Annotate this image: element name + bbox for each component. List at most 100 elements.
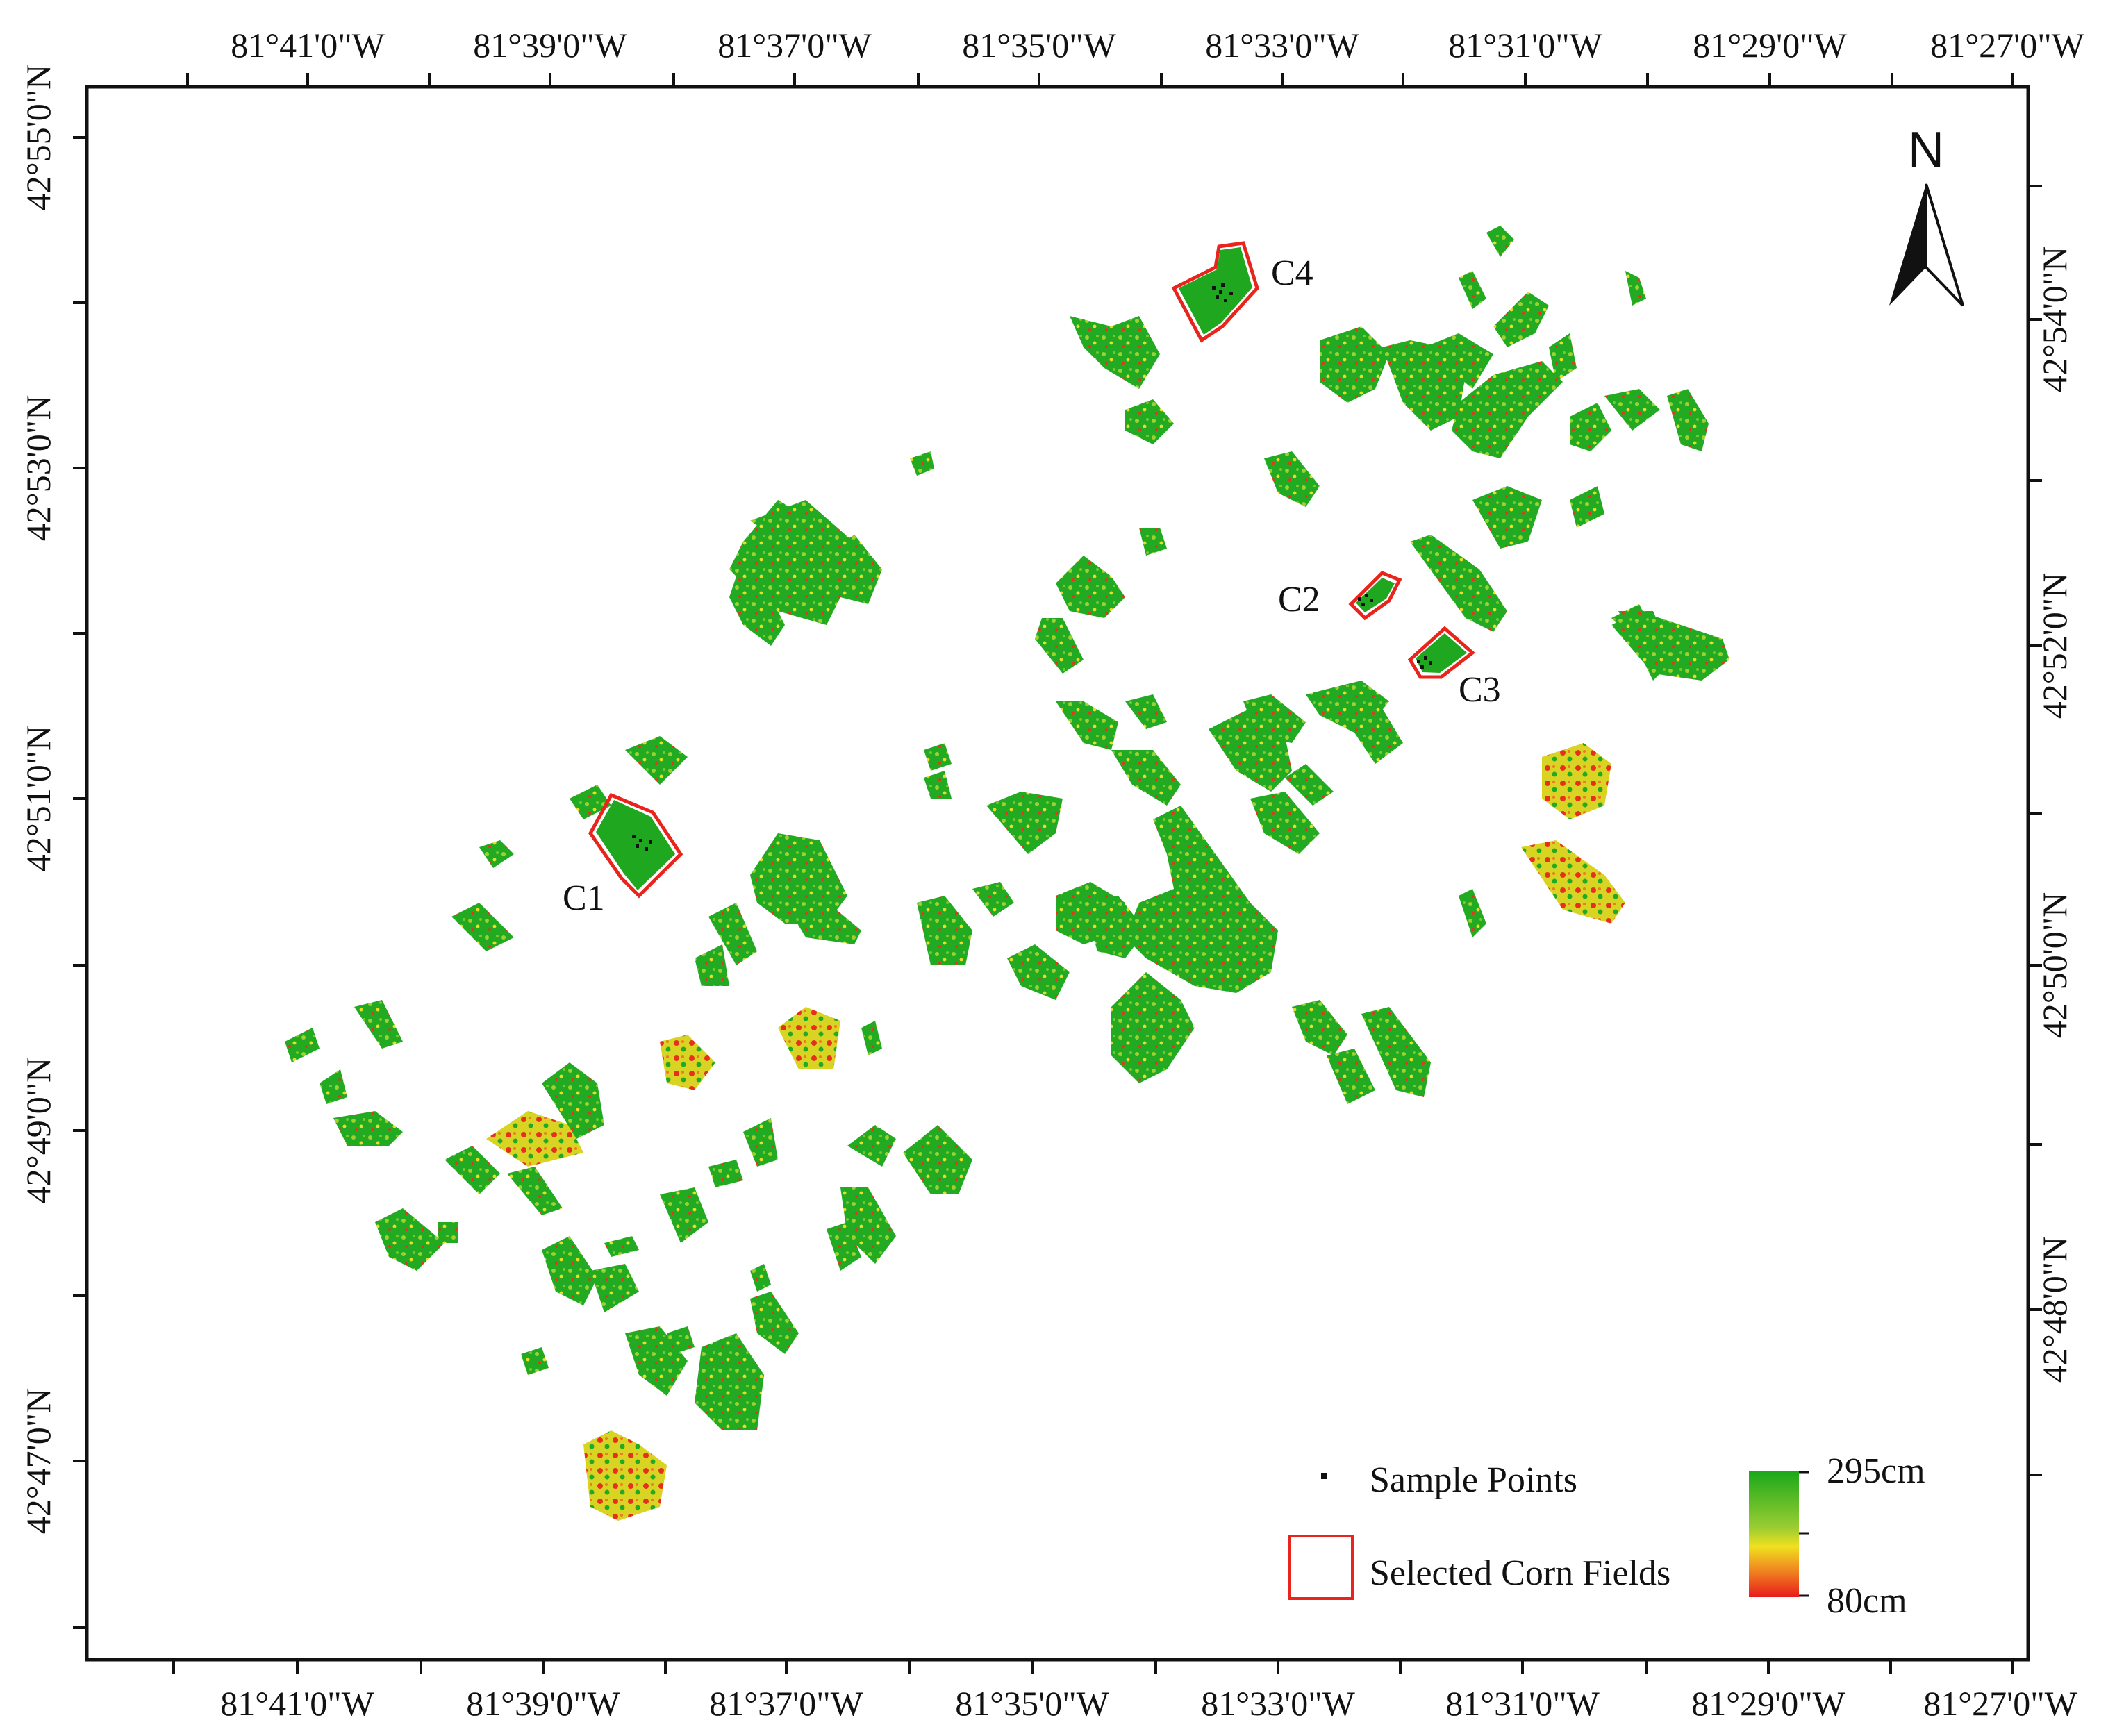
top-lon-label: 81°37'0"W <box>717 26 872 65</box>
sample-point <box>636 844 639 848</box>
corn-field <box>708 1160 743 1187</box>
corn-field <box>1139 528 1167 556</box>
corn-field <box>1493 292 1549 347</box>
legend-selected-field-symbol <box>1288 1535 1354 1600</box>
top-longitude-labels: 81°41'0"W 81°39'0"W 81°37'0"W 81°35'0"W … <box>231 26 2084 65</box>
corn-field <box>445 1146 500 1194</box>
left-latitude-labels: 42°55'0"N 42°53'0"N 42°51'0"N 42°49'0"N … <box>19 65 58 1535</box>
sample-point <box>639 839 642 842</box>
corn-field <box>1243 694 1306 743</box>
corn-field <box>972 882 1014 917</box>
sample-point <box>1420 665 1424 669</box>
corn-field <box>840 1187 896 1264</box>
corn-field <box>1084 896 1146 958</box>
corn-field <box>1549 333 1577 382</box>
corn-field <box>903 1125 972 1194</box>
bottom-lon-label: 81°35'0"W <box>955 1684 1109 1723</box>
corn-field <box>1521 840 1625 924</box>
selected-corn-fields <box>588 241 1475 899</box>
corn-field <box>570 785 611 819</box>
sample-point <box>632 835 636 838</box>
corn-field <box>1264 451 1320 507</box>
corn-field <box>1347 708 1403 764</box>
corn-field <box>1056 556 1125 618</box>
corn-field <box>1125 399 1174 444</box>
bottom-lon-label: 81°41'0"W <box>220 1684 374 1723</box>
corn-field <box>542 1236 597 1305</box>
sample-point <box>645 847 648 851</box>
sample-point <box>1417 660 1420 663</box>
right-latitude-labels: 42°54'0"N 42°52'0"N 42°50'0"N 42°48'0"N <box>2035 247 2074 1383</box>
corn-field <box>986 792 1063 854</box>
sample-point <box>1365 594 1368 597</box>
right-lat-label: 42°50'0"N <box>2035 892 2074 1039</box>
corn-field <box>1459 271 1486 309</box>
corn-field <box>785 896 861 944</box>
corn-field <box>1604 389 1660 431</box>
selected-field-fill <box>1179 247 1252 335</box>
field-label-c2: C2 <box>1278 580 1320 619</box>
selected-field-fill <box>1416 633 1467 673</box>
corn-field <box>1007 944 1070 1000</box>
corn-field <box>1229 930 1257 965</box>
corn-field <box>625 736 688 785</box>
bottom-lon-label: 81°37'0"W <box>709 1684 863 1723</box>
corn-field <box>542 1062 604 1139</box>
corn-field <box>1618 611 1674 681</box>
top-lon-label: 81°39'0"W <box>473 26 627 65</box>
bottom-lon-label: 81°39'0"W <box>466 1684 620 1723</box>
right-lat-label: 42°48'0"N <box>2035 1237 2074 1383</box>
corn-field <box>604 1236 639 1257</box>
top-lon-label: 81°33'0"W <box>1205 26 1359 65</box>
north-arrow-label: N <box>1908 122 1944 178</box>
corn-field <box>285 1028 320 1062</box>
left-lat-label: 42°53'0"N <box>19 395 58 542</box>
legend-sample-points-label: Sample Points <box>1370 1460 1577 1500</box>
corn-field <box>660 1187 708 1243</box>
selected-field-c3 <box>1407 626 1475 679</box>
top-lon-label: 81°41'0"W <box>231 26 385 65</box>
corn-field <box>861 1021 882 1055</box>
sample-point <box>1229 292 1233 295</box>
corn-field <box>660 1035 715 1090</box>
left-lat-label: 42°51'0"N <box>19 726 58 872</box>
corn-field <box>375 1208 445 1271</box>
right-ticks <box>2028 185 2042 1476</box>
corn-field <box>1667 389 1709 451</box>
left-ticks <box>73 136 87 1629</box>
right-lat-label: 42°52'0"N <box>2035 573 2074 719</box>
legend: Sample Points Selected Corn Fields 295cm… <box>1288 1451 1925 1621</box>
corn-field <box>1111 972 1195 1083</box>
bottom-lon-label: 81°29'0"W <box>1691 1684 1845 1723</box>
sample-point <box>1216 295 1219 299</box>
left-lat-label: 42°55'0"N <box>19 65 58 211</box>
sample-point <box>649 840 652 844</box>
selected-field-c4 <box>1171 241 1259 343</box>
corn-field <box>667 1326 695 1354</box>
sample-point <box>1219 290 1222 294</box>
corn-field <box>1285 764 1334 806</box>
top-lon-label: 81°35'0"W <box>962 26 1116 65</box>
sample-points <box>632 283 1432 851</box>
field-label-c1: C1 <box>563 878 605 918</box>
bottom-longitude-labels: 81°41'0"W 81°39'0"W 81°37'0"W 81°35'0"W … <box>220 1684 2077 1723</box>
corn-field <box>1125 694 1167 729</box>
field-label-c4: C4 <box>1271 253 1313 293</box>
bottom-lon-label: 81°27'0"W <box>1923 1684 2077 1723</box>
corn-field <box>708 903 757 965</box>
corn-field <box>750 1292 799 1354</box>
legend-color-ramp <box>1749 1471 1799 1597</box>
north-arrow-left-half <box>1889 184 1926 306</box>
map-frame <box>85 85 2030 1662</box>
legend-sample-point-symbol <box>1321 1473 1327 1479</box>
corn-field <box>1292 1000 1347 1055</box>
sample-point <box>1361 603 1365 606</box>
bottom-ticks <box>172 1660 2014 1674</box>
top-lon-label: 81°27'0"W <box>1930 26 2084 65</box>
corn-field <box>695 944 729 986</box>
corn-field <box>1625 271 1646 306</box>
sample-point <box>1429 661 1432 665</box>
field-label-c3: C3 <box>1459 670 1501 710</box>
sample-point <box>1358 597 1361 601</box>
